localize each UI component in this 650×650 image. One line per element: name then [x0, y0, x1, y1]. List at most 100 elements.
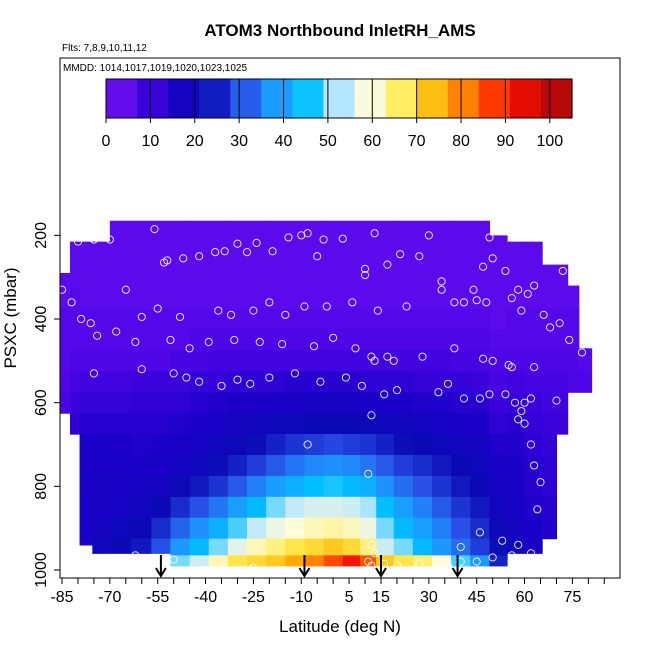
sample-point [348, 298, 357, 307]
heatmap-cell [360, 517, 377, 540]
heatmap-cell [376, 555, 395, 567]
heatmap-cell [92, 413, 111, 435]
heatmap-cell [285, 350, 306, 372]
heatmap-cell [507, 245, 526, 268]
heatmap-cell [556, 287, 569, 310]
heatmap-cell [92, 245, 111, 268]
heatmap-cell [285, 555, 306, 567]
heatmap-cell [342, 350, 361, 372]
heatmap-cell [507, 496, 526, 519]
sample-point [568, 262, 577, 271]
heatmap-cell [342, 392, 361, 414]
dates-note: MMDD: 1014,1017,1019,1020,1023,1025 [63, 63, 247, 74]
heatmap-cell [130, 266, 152, 289]
heatmap-cell [247, 475, 267, 498]
sample-point [112, 327, 121, 336]
heatmap-cell [342, 538, 361, 561]
sample-point [367, 411, 376, 420]
heatmap-cell [130, 329, 152, 351]
heatmap-cell [151, 245, 172, 268]
heatmap-cell [542, 308, 558, 331]
sample-point [472, 296, 481, 305]
flights-note: Flts: 7,8,9,10,11,12 [62, 43, 147, 54]
heatmap-cell [542, 329, 558, 351]
heatmap-cell [524, 329, 543, 351]
heatmap-cell [189, 538, 210, 561]
heatmap-cell [567, 329, 580, 351]
heatmap-cell [524, 371, 543, 393]
heatmap-cell [208, 287, 229, 310]
y-axis: 200 400 600 800 1000 [33, 58, 61, 588]
heatmap-cell [189, 224, 210, 247]
heatmap-cell [578, 348, 593, 351]
heatmap-cell [489, 235, 508, 247]
heatmap-cell [151, 454, 172, 477]
heatmap-cell [432, 434, 452, 456]
heatmap-cell [285, 392, 306, 414]
heatmap-cell [227, 475, 248, 498]
heatmap-cell [323, 287, 344, 310]
profile-arrow [375, 555, 387, 578]
heatmap-cell [376, 266, 395, 289]
heatmap-cell [451, 555, 471, 567]
heatmap-cell [189, 413, 210, 435]
heatmap-cell [189, 392, 210, 414]
sample-point [281, 565, 290, 575]
heatmap-cell [285, 245, 306, 268]
heatmap-cell [432, 413, 452, 435]
sample-point [443, 561, 453, 570]
heatmap-cell [266, 350, 286, 372]
sample-point [329, 333, 338, 342]
heatmap-cell [109, 454, 132, 477]
sample-point [341, 373, 351, 382]
heatmap-cell [507, 392, 526, 414]
heatmap-cell [170, 434, 191, 456]
heatmap-cell [92, 329, 111, 351]
heatmap-cell [92, 287, 111, 310]
heatmap-cell [247, 266, 267, 289]
colorbar-swatch [323, 79, 356, 118]
sample-point [370, 229, 379, 238]
heatmap-cell [109, 496, 132, 519]
heatmap-cell [542, 350, 558, 372]
y-tick-label: 400 [33, 306, 50, 333]
heatmap-cell [412, 555, 433, 567]
sample-point [60, 285, 67, 294]
sample-point [478, 262, 488, 271]
x-tick-label: 30 [420, 589, 438, 606]
heatmap-cell [79, 371, 93, 393]
heatmap-cell [227, 224, 248, 247]
heatmap-cell [432, 475, 452, 498]
sample-point [309, 342, 319, 351]
heatmap-cell [304, 224, 325, 247]
sample-point [517, 306, 526, 315]
sample-point [383, 352, 392, 361]
heatmap-cell [109, 220, 132, 226]
heatmap-cell [432, 287, 452, 310]
heatmap-cell [266, 555, 286, 567]
sample-point [478, 354, 488, 363]
heatmap-cell [189, 329, 210, 351]
heatmap-cell [170, 496, 191, 519]
profile-arrow [451, 555, 464, 578]
sample-point [278, 340, 287, 349]
x-tick-label: -55 [146, 589, 169, 606]
heatmap-cell [412, 454, 433, 477]
heatmap-cell [567, 308, 580, 331]
heatmap-cell [266, 308, 286, 331]
heatmap-cell [360, 371, 377, 393]
sample-point [514, 285, 523, 294]
heatmap-cell [542, 475, 558, 498]
sample-point [533, 505, 542, 514]
heatmap-cell [227, 413, 248, 435]
heatmap-cell [60, 329, 71, 351]
sample-point [472, 557, 481, 566]
x-tick-label: -10 [290, 589, 313, 606]
heatmap-cell [412, 538, 433, 561]
sample-point [195, 252, 204, 261]
heatmap-cell [470, 538, 491, 561]
sample-point [265, 373, 274, 382]
heatmap-cell [524, 308, 543, 331]
x-axis: -85 -70 -55 -40 -25 -10 5 15 30 45 60 75 [50, 577, 620, 606]
heatmap-cell [151, 308, 172, 331]
